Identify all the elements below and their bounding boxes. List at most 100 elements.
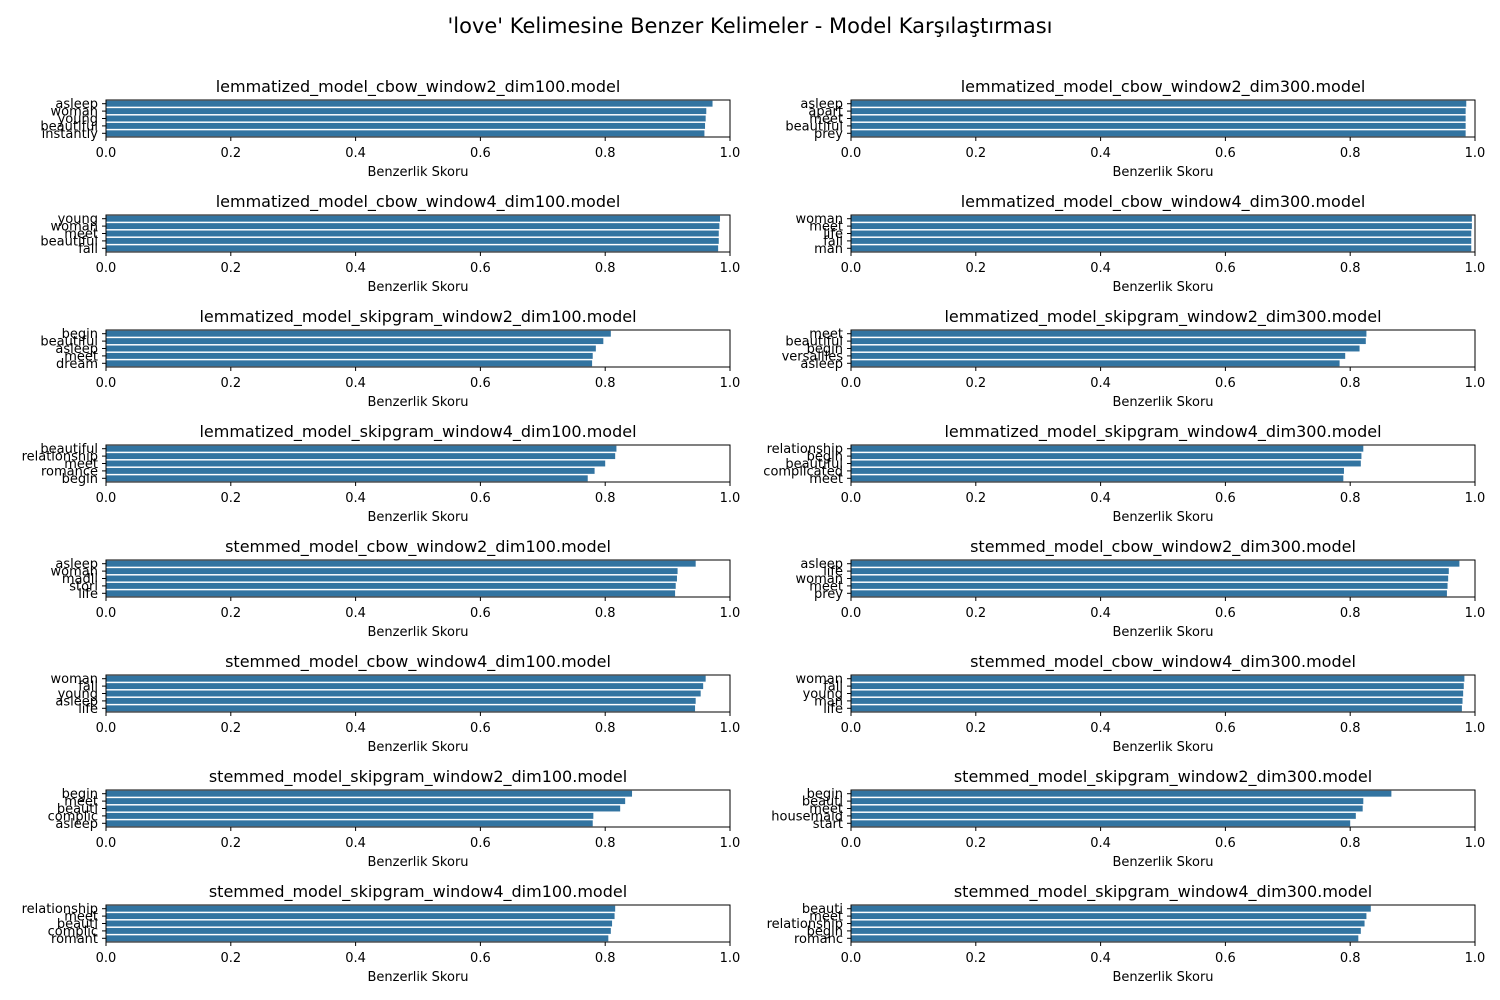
chart-title: stemmed_model_cbow_window4_dim100.model [225,652,611,672]
category-label: beautiful [40,442,98,457]
chart-title: stemmed_model_cbow_window4_dim300.model [970,652,1356,672]
x-tick-label: 0.4 [345,836,366,851]
bar [106,582,676,589]
figure-title: 'love' Kelimesine Benzer Kelimeler - Mod… [447,14,1053,38]
bar [106,798,626,805]
axes-frame [105,789,731,828]
bar [106,820,593,827]
x-tick-label: 1.0 [720,721,741,736]
x-axis-label: Benzerlik Skoru [367,970,468,985]
category-label: begin [62,327,98,342]
x-tick-label: 0.8 [1340,606,1361,621]
x-tick-label: 0.6 [470,836,491,851]
category-label: beautiful [785,119,843,134]
category-label: begin [807,450,843,465]
x-tick-label: 0.0 [96,146,117,161]
bar [851,935,1359,942]
category-label: begin [62,472,98,487]
x-axis-label: Benzerlik Skoru [1112,280,1213,295]
bar [106,237,719,244]
x-tick-label: 0.8 [1340,721,1361,736]
bar [106,352,593,359]
x-tick-label: 0.2 [220,376,241,391]
x-axis-label: Benzerlik Skoru [1112,970,1213,985]
category-label: beautiful [40,234,98,249]
axes-frame [850,329,1476,368]
x-tick-label: 0.8 [1340,261,1361,276]
category-label: meet [809,112,843,127]
category-label: versailles [782,349,844,364]
bar [106,100,713,107]
category-label: meet [64,910,98,925]
axes-frame [850,559,1476,598]
x-tick-label: 0.8 [595,951,616,966]
x-tick-label: 1.0 [720,836,741,851]
chart-title: stemmed_model_cbow_window2_dim100.model [225,537,611,557]
category-label: woman [51,672,98,687]
x-tick-label: 0.6 [470,261,491,276]
bar [851,130,1466,137]
x-tick-label: 0.2 [965,376,986,391]
chart-title: lemmatized_model_skipgram_window4_dim100… [199,422,636,442]
category-label: man [814,694,843,709]
bar [851,705,1462,712]
axes-frame [105,329,731,368]
x-tick-label: 0.0 [841,836,862,851]
bar [106,230,719,237]
chart-panel: lemmatized_model_cbow_window2_dim100.mod… [40,77,740,180]
category-label: prey [814,127,843,142]
category-label: meet [809,472,843,487]
chart-title: stemmed_model_skipgram_window4_dim100.mo… [209,882,627,902]
x-tick-label: 0.2 [220,261,241,276]
x-tick-label: 0.6 [1215,376,1236,391]
x-tick-label: 0.4 [1090,951,1111,966]
bar [851,345,1360,352]
axes-frame [105,444,731,483]
category-label: beauti [57,917,98,932]
bar [106,130,705,137]
category-label: young [58,687,98,702]
category-label: young [803,687,843,702]
axes-frame [105,904,731,943]
x-tick-label: 0.8 [595,261,616,276]
category-label: life [823,565,843,580]
x-tick-label: 0.8 [595,606,616,621]
x-tick-label: 0.2 [220,491,241,506]
x-tick-label: 1.0 [1465,606,1486,621]
category-label: woman [796,572,843,587]
axes-frame [850,904,1476,943]
bar [851,560,1460,567]
x-tick-label: 0.8 [595,376,616,391]
bar [106,812,594,819]
bar [851,223,1472,230]
bar [851,115,1466,122]
x-tick-label: 0.0 [96,376,117,391]
bar [106,245,719,252]
x-tick-label: 0.6 [470,721,491,736]
x-tick-label: 0.4 [345,721,366,736]
x-axis-label: Benzerlik Skoru [367,395,468,410]
bar [851,360,1340,367]
x-tick-label: 0.2 [220,146,241,161]
category-label: stori [69,579,98,594]
category-label: young [58,112,98,127]
x-tick-label: 0.0 [841,491,862,506]
x-tick-label: 0.2 [220,951,241,966]
category-label: relationship [767,442,843,457]
category-label: complicated [763,464,843,479]
chart-panel: stemmed_model_skipgram_window2_dim100.mo… [48,767,741,870]
category-label: asleep [800,557,843,572]
x-tick-label: 0.4 [1090,721,1111,736]
bar [106,697,696,704]
x-tick-label: 0.6 [470,951,491,966]
category-label: beautiful [40,335,98,350]
bar [106,805,621,812]
x-tick-label: 1.0 [720,261,741,276]
category-label: complic [48,809,98,824]
chart-title: stemmed_model_cbow_window2_dim300.model [970,537,1356,557]
category-label: asleep [55,817,98,832]
category-label: beautiful [785,457,843,472]
bar [851,697,1463,704]
chart-title: lemmatized_model_skipgram_window2_dim300… [944,307,1381,327]
bar [851,215,1472,222]
